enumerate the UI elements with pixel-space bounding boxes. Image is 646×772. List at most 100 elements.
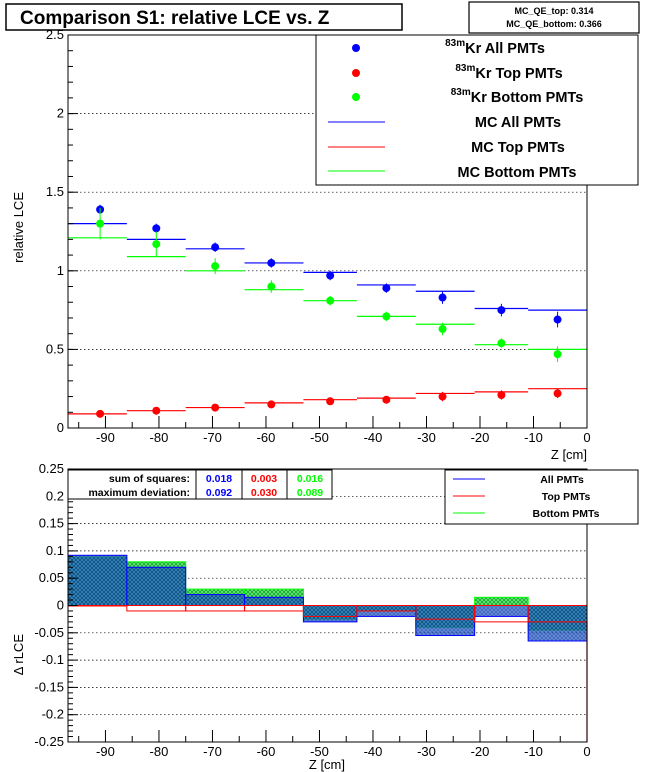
legend-mc-all-text: MC All PMTs (475, 115, 561, 131)
bottom-ytick-label: 0.2 (46, 488, 64, 503)
top-ytick-label: 1 (57, 263, 64, 278)
residual-bar-all-pmts (185, 594, 246, 607)
bottom-xtick-label: -10 (524, 744, 543, 759)
bottom-xtick-label: 0 (583, 744, 590, 759)
top-xtick-label: -20 (471, 430, 490, 445)
kr-point-83mkr-all-pmts (267, 258, 276, 267)
kr-point-83mkr-bottom-pmts (152, 240, 161, 249)
legend-marker-kr-bottom (352, 93, 360, 101)
residual-bar-top-pmts (126, 605, 187, 612)
bottom-xtick-label: -20 (471, 744, 490, 759)
top-xtick-label: -10 (524, 430, 543, 445)
stats-table: sum of squares: maximum deviation: 0.018… (67, 469, 333, 500)
top-axis-ticks: 0 0.5 1 1.5 2 2.5 -90 -80 -70 -60 -50 -40 -30 -20 -10 0 (46, 27, 591, 445)
chart-title: Comparison S1: relative LCE vs. Z (20, 8, 330, 29)
top-xtick-label: -50 (310, 430, 329, 445)
svg-text:83mKr All PMTs: 83mKr All PMTs (445, 38, 545, 57)
kr-point-83mkr-bottom-pmts (326, 296, 335, 305)
top-ytick-label: 0 (57, 420, 64, 435)
kr-point-83mkr-top-pmts (211, 403, 220, 412)
residual-bar-all-pmts (244, 596, 304, 606)
info-line-1: MC_QE_top: 0.314 (514, 6, 593, 16)
residual-bar-all-pmts (126, 566, 187, 607)
kr-point-83mkr-all-pmts (382, 284, 391, 293)
stats-sum-label: sum of squares: (109, 473, 190, 485)
kr-point-83mkr-all-pmts (438, 293, 447, 302)
kr-point-83mkr-top-pmts (326, 397, 335, 406)
bottom-ytick-label: -0.15 (34, 679, 64, 694)
bottom-xtick-label: -40 (364, 744, 383, 759)
top-xtick-label: -90 (96, 430, 115, 445)
residual-bar-all-pmts (415, 605, 476, 637)
top-xtick-label: -80 (150, 430, 169, 445)
top-ytick-label: 0.5 (46, 341, 64, 356)
kr-point-83mkr-bottom-pmts (211, 262, 220, 271)
kr-point-83mkr-top-pmts (267, 400, 276, 409)
kr-point-83mkr-all-pmts (211, 243, 220, 252)
residual-bar-all-pmts (302, 605, 358, 623)
top-xtick-label: 0 (583, 430, 590, 445)
legend-kr-top-sup: 83m (455, 63, 475, 74)
top-xlabel: Z [cm] (551, 447, 587, 462)
kr-point-83mkr-bottom-pmts (553, 350, 562, 359)
kr-point-83mkr-top-pmts (152, 406, 161, 415)
legend-kr-all-text: Kr All PMTs (465, 41, 545, 57)
legend-kr-bottom-text: Kr Bottom PMTs (471, 90, 584, 106)
legend-kr-top: 83mKr Top PMTs (352, 63, 563, 82)
legend-bottom-text: Bottom PMTs (533, 508, 600, 520)
title-box (5, 3, 403, 31)
bottom-xtick-label: -50 (310, 744, 329, 759)
top-xtick-label: -60 (257, 430, 276, 445)
bottom-ytick-label: 0.05 (39, 570, 64, 585)
residual-bar-top-pmts (244, 605, 304, 612)
info-box (468, 1, 640, 34)
bottom-ylabel: Δ rLCE (11, 634, 26, 676)
top-mc-steps (68, 223, 587, 415)
kr-point-83mkr-bottom-pmts (382, 312, 391, 321)
info-line-2: MC_QE_bottom: 0.366 (506, 19, 602, 29)
top-ylabel: relative LCE (11, 192, 26, 263)
bottom-xtick-label: -80 (150, 744, 169, 759)
stats-sum-all: 0.018 (206, 473, 232, 485)
stats-max-label: maximum deviation: (88, 487, 190, 499)
residual-bar-top-pmts (185, 605, 246, 612)
kr-point-83mkr-bottom-pmts (497, 339, 506, 348)
kr-point-83mkr-bottom-pmts (96, 219, 105, 228)
top-ytick-label: 2.5 (46, 27, 64, 42)
legend-kr-bottom: 83mKr Bottom PMTs (352, 87, 583, 106)
kr-point-83mkr-all-pmts (553, 315, 562, 324)
legend-kr-all-sup: 83m (445, 38, 465, 49)
legend-kr-top-text: Kr Top PMTs (475, 66, 562, 82)
bottom-residual-bars (67, 554, 588, 742)
svg-text:83mKr Bottom PMTs: 83mKr Bottom PMTs (451, 87, 584, 106)
kr-point-83mkr-top-pmts (497, 390, 506, 399)
top-kr-points (96, 204, 562, 418)
bottom-xtick-label: -30 (417, 744, 436, 759)
bottom-ytick-label: -0.2 (42, 707, 64, 722)
stats-max-top: 0.030 (251, 487, 277, 499)
legend-marker-kr-top (352, 69, 360, 77)
svg-text:83mKr Top PMTs: 83mKr Top PMTs (455, 63, 562, 82)
top-ytick-label: 2 (57, 106, 64, 121)
bottom-xtick-label: -60 (257, 744, 276, 759)
top-xtick-label: -30 (417, 430, 436, 445)
top-xtick-label: -70 (203, 430, 222, 445)
legend-all-text: All PMTs (540, 474, 584, 486)
residual-bar-bottom-pmts (474, 596, 529, 606)
stats-max-all: 0.092 (206, 487, 232, 499)
stats-sum-bottom: 0.016 (297, 473, 323, 485)
stats-sum-top: 0.003 (251, 473, 277, 485)
residual-bar-all-pmts (67, 554, 128, 607)
bottom-ytick-label: 0.1 (46, 543, 64, 558)
kr-point-83mkr-bottom-pmts (438, 324, 447, 333)
bottom-xtick-label: -90 (96, 744, 115, 759)
bottom-ytick-label: 0.25 (39, 461, 64, 476)
kr-point-83mkr-all-pmts (326, 271, 335, 280)
bottom-ytick-label: -0.05 (34, 625, 64, 640)
legend-top-text: Top PMTs (542, 491, 591, 503)
bottom-xlabel: Z [cm] (309, 757, 345, 772)
bottom-axis-ticks: -0.25 -0.2 -0.15 -0.1 -0.05 0 0.05 0.1 0.15 0.2 0.… (34, 461, 590, 759)
bottom-ytick-label: -0.1 (42, 652, 64, 667)
legend-marker-kr-all (352, 44, 360, 52)
